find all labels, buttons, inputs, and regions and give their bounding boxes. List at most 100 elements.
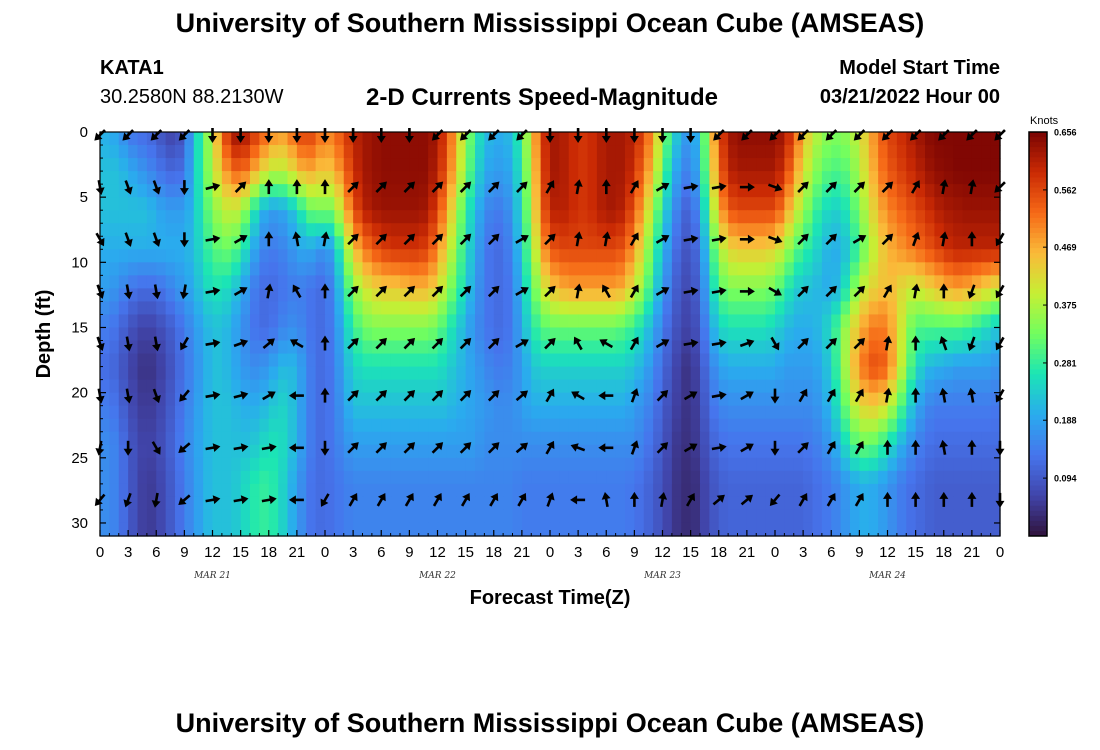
heat-cell	[503, 431, 514, 446]
heat-cell	[690, 496, 701, 511]
heat-cell	[690, 236, 701, 250]
heat-cell	[671, 145, 682, 159]
heat-cell	[887, 132, 898, 146]
current-arrow	[152, 232, 161, 247]
heat-cell	[821, 145, 832, 159]
heat-cell	[203, 171, 214, 185]
heat-cell	[596, 249, 607, 263]
heat-cell	[662, 288, 673, 303]
heat-cell	[803, 171, 814, 185]
heat-cell	[850, 392, 860, 407]
heat-cell	[587, 314, 598, 329]
heat-cell	[100, 314, 110, 329]
heat-cell	[896, 236, 907, 250]
heat-cell	[746, 184, 757, 198]
heat-cell	[606, 262, 617, 276]
heat-cell	[821, 197, 832, 211]
heat-cell	[512, 197, 523, 211]
heat-cell	[615, 509, 626, 524]
heat-cell	[437, 327, 448, 342]
heat-cell	[221, 210, 232, 224]
heat-cell	[371, 301, 382, 316]
heat-cell	[859, 249, 870, 263]
heat-cell	[662, 275, 673, 289]
heat-cell	[606, 457, 617, 472]
heat-cell	[184, 223, 195, 237]
heat-cell	[709, 483, 720, 498]
current-arrow	[685, 492, 695, 507]
heat-cell	[662, 340, 673, 355]
heat-cell	[868, 301, 879, 316]
heat-cell	[193, 379, 204, 394]
heat-cell	[568, 522, 579, 537]
heat-cell	[484, 522, 495, 537]
heat-cell	[296, 366, 307, 381]
heat-cell	[100, 210, 110, 224]
heat-cell	[896, 132, 907, 146]
heat-cell	[859, 379, 870, 394]
heat-cell	[221, 132, 232, 146]
heat-cell	[296, 275, 307, 289]
heat-cell	[400, 483, 410, 498]
heat-cell	[146, 288, 157, 303]
heat-cell	[259, 496, 270, 511]
heat-cell	[437, 418, 448, 433]
heat-cell	[868, 366, 879, 381]
current-arrow	[179, 389, 190, 402]
heat-cell	[896, 340, 907, 355]
heat-cell	[775, 158, 785, 172]
heat-cell	[756, 353, 767, 368]
heat-cell	[915, 171, 926, 185]
heat-cell	[718, 509, 729, 524]
heat-cell	[456, 327, 467, 342]
current-arrow	[205, 390, 221, 400]
heat-cell	[568, 262, 579, 276]
heat-cell	[962, 431, 973, 446]
heat-cell	[475, 314, 485, 329]
heat-cell	[746, 496, 757, 511]
heat-cell	[737, 171, 748, 185]
heat-cell	[353, 418, 364, 433]
heat-cell	[596, 405, 607, 420]
heat-cell	[343, 314, 354, 329]
heat-cell	[821, 223, 832, 237]
heat-cell	[231, 197, 242, 211]
heat-cell	[465, 457, 476, 472]
heat-cell	[831, 262, 842, 276]
heat-cell	[643, 236, 654, 250]
heat-cell	[418, 496, 429, 511]
heat-cell	[896, 353, 907, 368]
heat-cell	[343, 522, 354, 537]
heat-cell	[971, 262, 982, 276]
heat-cell	[718, 301, 729, 316]
heat-cell	[615, 145, 626, 159]
heat-cell	[268, 340, 279, 355]
heat-cell	[371, 496, 382, 511]
heat-cell	[578, 249, 589, 263]
heat-cell	[625, 366, 635, 381]
heat-cell	[128, 353, 139, 368]
heat-cell	[531, 197, 542, 211]
heat-cell	[250, 288, 260, 303]
heat-cell	[521, 314, 532, 329]
heat-cell	[278, 392, 289, 407]
heat-cell	[165, 431, 176, 446]
heat-cell	[343, 418, 354, 433]
heat-cell	[971, 457, 982, 472]
heat-cell	[193, 457, 204, 472]
heat-cell	[700, 197, 710, 211]
heat-cell	[409, 379, 420, 394]
heat-cell	[925, 132, 935, 146]
heat-cell	[915, 457, 926, 472]
heat-cell	[250, 184, 260, 198]
heat-cell	[334, 223, 345, 237]
heat-cell	[484, 158, 495, 172]
heat-cell	[475, 340, 485, 355]
heat-cell	[418, 132, 429, 146]
heat-cell	[578, 444, 589, 459]
heat-cell	[634, 457, 645, 472]
heat-cell	[850, 314, 860, 329]
heat-cell	[615, 223, 626, 237]
heat-cell	[596, 158, 607, 172]
heat-cell	[146, 470, 157, 485]
